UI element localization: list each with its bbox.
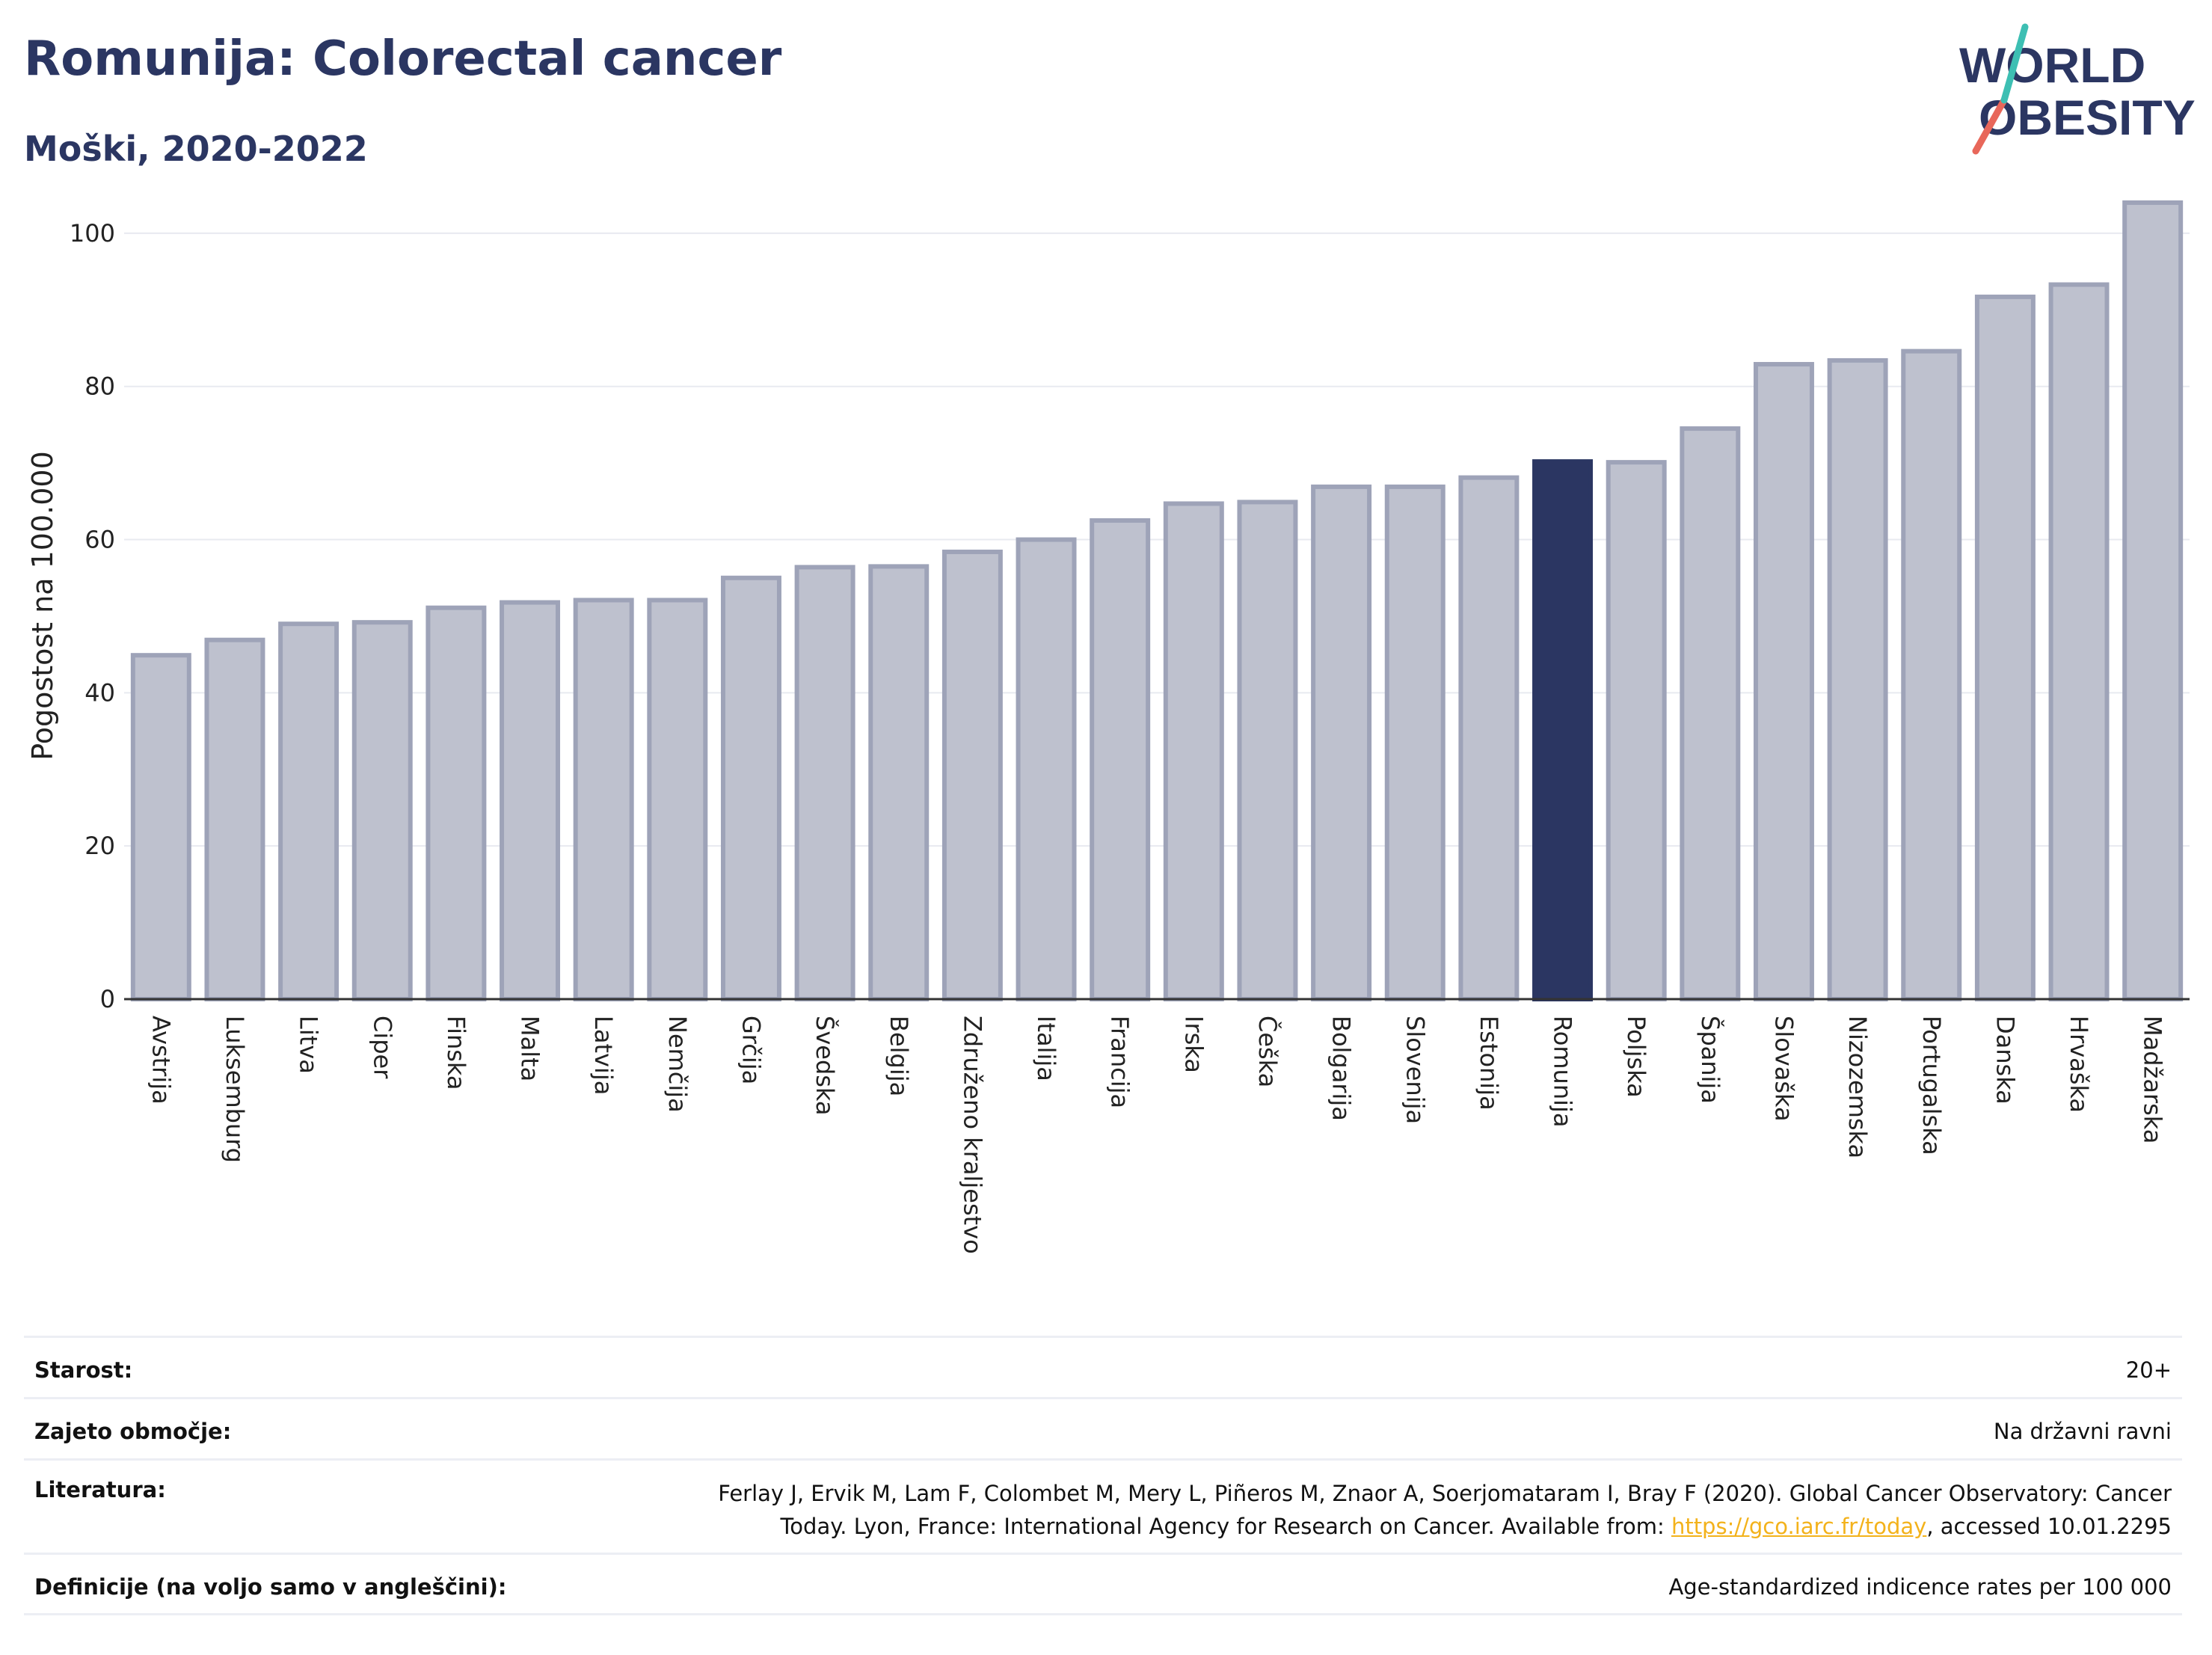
bar [425, 605, 487, 1001]
bar [130, 653, 191, 1001]
x-tick-label: Španija [1696, 1016, 1725, 1104]
x-tick-label: Portugalska [1917, 1016, 1946, 1155]
reference-line2-end: , accessed 10.01.2295 [1926, 1514, 2172, 1539]
logo-slash-lower [1972, 96, 2008, 155]
x-tick-label: Luksemburg [221, 1016, 249, 1163]
x-tick-label: Nemčija [663, 1016, 692, 1113]
x-tick-label: Litva [295, 1016, 323, 1074]
bar [2048, 282, 2110, 1001]
x-tick-label: Avstrija [147, 1016, 175, 1105]
bar [941, 549, 1003, 1001]
chart-title: Romunija: Colorectal cancer [24, 31, 782, 87]
bar [647, 598, 708, 1001]
x-tick-label: Češka [1253, 1016, 1282, 1087]
logo-line1: WORLD [1959, 37, 2145, 93]
x-tick-label: Združeno kraljestvo [958, 1016, 986, 1254]
info-table: Starost: 20+ Zajeto območje: Na državni … [24, 1336, 2182, 1615]
bar [204, 637, 265, 1002]
bar-chart: 0 20 40 60 80 100 Avstrija Luksemburg Litva Cipe… [26, 200, 2190, 1254]
bar [1163, 501, 1224, 1001]
bar [1458, 475, 1520, 1001]
reference-line1: Ferlay J, Ervik M, Lam F, Colombet M, Me… [718, 1481, 2172, 1506]
bar-highlight [1532, 459, 1594, 1001]
x-tick-label: Nizozemska [1843, 1016, 1872, 1158]
logo-line2: OBESITY [1979, 90, 2196, 145]
x-tick-label: Romunija [1549, 1016, 1577, 1128]
x-tick-label: Hrvaška [2065, 1016, 2093, 1113]
x-tick-label: Danska [1991, 1016, 2019, 1105]
info-row-age: Starost: 20+ [24, 1336, 2182, 1397]
x-tick-label: Finska [442, 1016, 470, 1090]
info-value: Na državni ravni [1993, 1419, 2172, 1444]
info-value: Ferlay J, Ervik M, Lam F, Colombet M, Me… [571, 1477, 2172, 1543]
bar [794, 565, 855, 1001]
y-tick-label: 40 [85, 678, 115, 707]
x-tick-label: Estonija [1475, 1016, 1503, 1111]
bar [1974, 294, 2036, 1001]
bar [573, 598, 634, 1001]
y-tick-label: 20 [85, 832, 115, 860]
bar [1311, 484, 1372, 1001]
x-tick-label: Švedska [811, 1016, 840, 1116]
x-tick-label: Madžarska [2139, 1016, 2167, 1143]
x-tick-label: Francija [1106, 1016, 1134, 1108]
x-tick-label: Italija [1032, 1016, 1060, 1081]
x-tick-label: Grčija [737, 1016, 765, 1084]
bar [278, 621, 340, 1001]
category-labels: Avstrija Luksemburg Litva Ciper Finska Malta L… [147, 1016, 2166, 1254]
x-tick-label: Irska [1179, 1016, 1208, 1073]
bar [1384, 484, 1446, 1001]
bar [1237, 500, 1298, 1001]
bars [130, 200, 2184, 1002]
info-row-coverage: Zajeto območje: Na državni ravni [24, 1397, 2182, 1458]
logo-slash-upper [2000, 23, 2029, 104]
y-tick-label: 60 [85, 526, 115, 554]
info-value: 20+ [2125, 1357, 2172, 1383]
bar [351, 620, 413, 1002]
bar [720, 575, 781, 1001]
x-tick-label: Belgija [885, 1016, 913, 1096]
bar [1680, 426, 1741, 1001]
axes: 0 20 40 60 80 100 [70, 219, 2190, 1013]
x-tick-label: Latvija [589, 1016, 618, 1095]
bar [1753, 362, 1814, 1001]
bar [1827, 357, 1888, 1001]
bar [868, 564, 930, 1001]
bar [1090, 518, 1151, 1001]
reference-line2-start: Today. Lyon, France: International Agenc… [780, 1514, 1671, 1539]
bar [1016, 537, 1077, 1001]
world-obesity-logo: WORLD OBESITY [1959, 23, 2196, 155]
bar [500, 600, 561, 1001]
reference-link[interactable]: https://gco.iarc.fr/today [1671, 1514, 1927, 1539]
info-value: Age-standardized indicence rates per 100… [1668, 1574, 2172, 1600]
bar [1901, 348, 1962, 1001]
bar [1606, 460, 1667, 1001]
x-tick-label: Poljska [1622, 1016, 1650, 1098]
y-axis-title: Pogostost na 100.000 [26, 451, 59, 761]
info-row-references: Literatura: Ferlay J, Ervik M, Lam F, Co… [24, 1458, 2182, 1553]
x-tick-label: Slovenija [1401, 1016, 1429, 1124]
x-tick-label: Bolgarija [1327, 1016, 1356, 1121]
x-tick-label: Malta [516, 1016, 544, 1081]
info-label: Literatura: [34, 1477, 166, 1502]
y-tick-label: 0 [100, 985, 115, 1013]
info-row-definitions: Definicije (na voljo samo v angleščini):… [24, 1553, 2182, 1615]
y-tick-label: 100 [70, 219, 115, 248]
y-tick-label: 80 [85, 372, 115, 401]
bar [2122, 200, 2184, 1001]
x-tick-label: Slovaška [1769, 1016, 1798, 1122]
chart-subtitle: Moški, 2020-2022 [24, 129, 368, 169]
info-label: Definicije (na voljo samo v angleščini): [34, 1574, 507, 1600]
x-tick-label: Ciper [368, 1016, 396, 1079]
info-label: Starost: [34, 1357, 133, 1383]
info-label: Zajeto območje: [34, 1419, 232, 1444]
